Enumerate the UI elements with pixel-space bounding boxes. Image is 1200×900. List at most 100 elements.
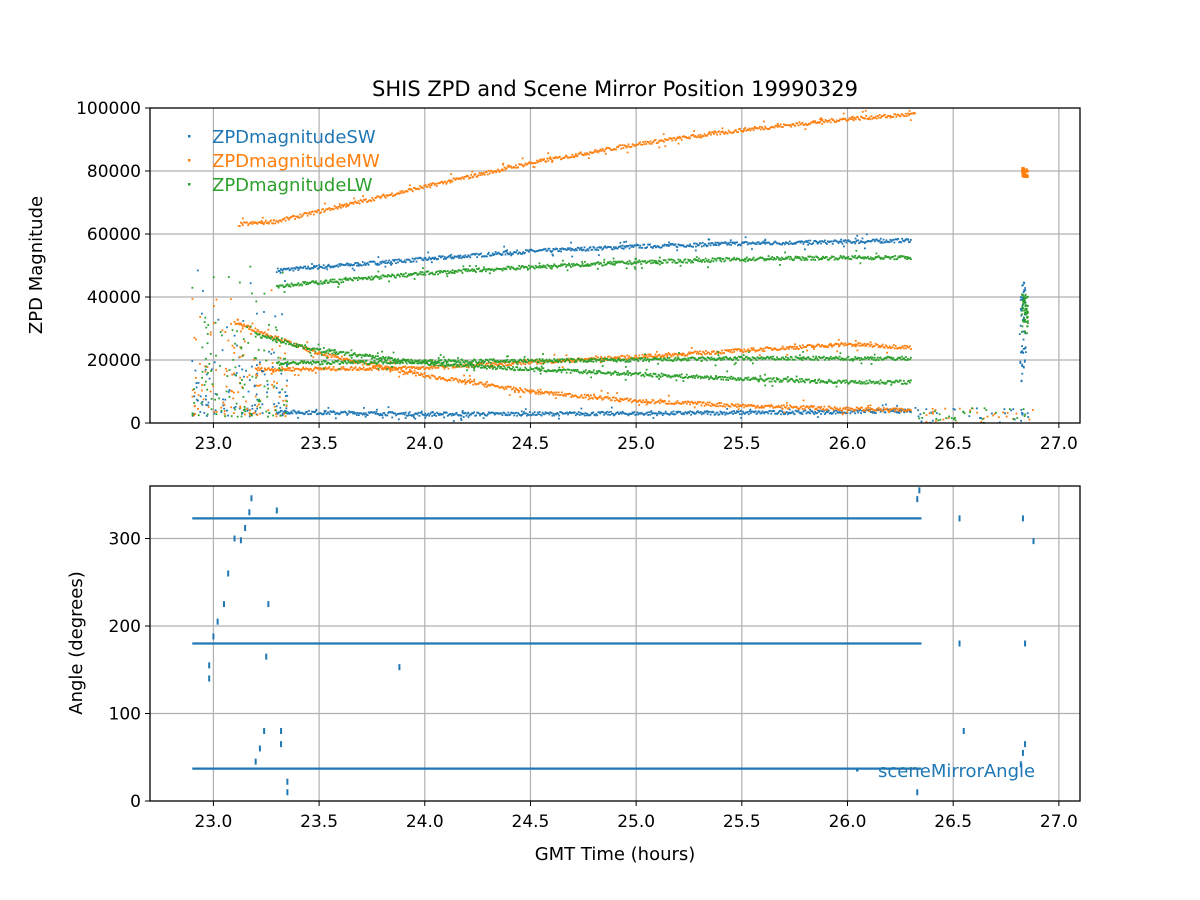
data-point (1018, 333, 1021, 335)
data-point (359, 264, 362, 267)
data-point (591, 397, 593, 399)
data-point (468, 374, 471, 377)
data-point (375, 196, 378, 199)
data-point (858, 255, 861, 258)
data-point (733, 348, 736, 351)
data-point (615, 247, 618, 250)
data-point (482, 255, 484, 258)
data-point (638, 404, 641, 407)
data-point (343, 277, 346, 280)
data-point (331, 354, 334, 357)
data-point (482, 360, 484, 362)
data-point (527, 358, 529, 361)
data-point (1022, 176, 1025, 179)
data-point (1021, 363, 1024, 366)
data-point (431, 415, 434, 417)
data-point (477, 268, 479, 270)
data-point (293, 344, 295, 347)
data-point (437, 376, 440, 379)
data-point (619, 241, 622, 244)
data-point (599, 148, 602, 151)
data-point (487, 268, 490, 270)
data-point (319, 266, 322, 268)
data-point (631, 357, 634, 360)
data-point (625, 397, 628, 400)
data-point (289, 412, 292, 414)
data-point (438, 364, 441, 367)
data-point (672, 243, 675, 246)
data-point (811, 358, 814, 361)
data-point (348, 410, 351, 413)
data-point (545, 160, 548, 163)
data-point (838, 120, 840, 122)
data-point (250, 332, 252, 335)
data-point (394, 412, 396, 415)
data-point (393, 194, 395, 197)
data-point (449, 256, 452, 259)
data-point (390, 361, 393, 364)
data-point (523, 391, 526, 394)
data-point (878, 256, 881, 259)
data-point (451, 359, 454, 362)
data-point (769, 243, 772, 246)
data-point (353, 411, 355, 414)
data-point (593, 150, 596, 153)
data-point (679, 259, 682, 262)
data-point (760, 412, 763, 415)
data-point (281, 366, 283, 369)
data-point (278, 219, 281, 222)
data-point (639, 412, 642, 415)
data-point (859, 118, 861, 121)
data-point (739, 413, 741, 416)
data-point (660, 359, 663, 362)
data-point (513, 391, 516, 393)
data-point (335, 412, 338, 415)
data-point (836, 356, 839, 359)
data-point (393, 260, 395, 262)
data-point (830, 413, 833, 415)
data-point (290, 410, 293, 413)
data-point (790, 411, 793, 414)
data-point (494, 360, 497, 362)
data-point (430, 261, 433, 264)
data-point (512, 266, 515, 269)
data-point (539, 266, 542, 269)
data-point (451, 377, 454, 379)
data-point (437, 366, 440, 369)
data-point (1021, 350, 1024, 353)
data-point (294, 411, 297, 413)
data-point (447, 367, 450, 370)
data-point (650, 355, 653, 357)
data-point (546, 157, 549, 160)
data-point (734, 403, 737, 406)
data-point (527, 359, 530, 362)
data-point (648, 260, 650, 263)
data-point (442, 413, 444, 416)
data-point (795, 405, 798, 408)
data-point (1022, 338, 1025, 341)
data-point (824, 257, 826, 260)
data-point (827, 241, 830, 243)
data-point (384, 365, 387, 368)
data-point (833, 409, 836, 412)
data-point (799, 357, 802, 359)
data-point (779, 257, 781, 260)
data-point (764, 242, 767, 245)
data-point (850, 258, 853, 261)
data-point (783, 348, 786, 351)
data-point (453, 413, 456, 416)
data-point (653, 412, 655, 415)
data-point (356, 368, 359, 371)
data-point (644, 247, 647, 249)
data-point (369, 367, 372, 370)
data-point (499, 360, 502, 363)
data-point (808, 357, 811, 360)
data-point (693, 242, 695, 245)
data-point (453, 366, 456, 369)
data-point (769, 405, 772, 408)
data-point (649, 402, 652, 404)
data-point (411, 372, 414, 375)
data-point (561, 259, 564, 262)
data-point (799, 123, 802, 126)
data-point (653, 402, 656, 405)
